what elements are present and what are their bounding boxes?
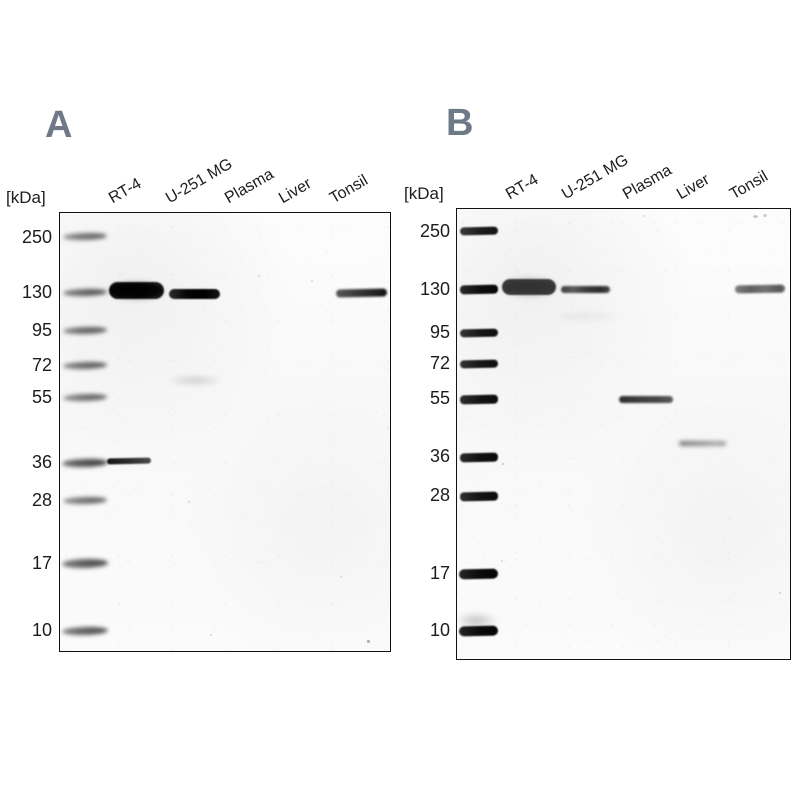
panel-a-mw-label-250: 250 bbox=[21, 227, 52, 247]
panel-a-speck-3 bbox=[367, 640, 370, 643]
panel-a-mw-label-72: 72 bbox=[31, 355, 52, 375]
panel-b-ladder-band-36 bbox=[459, 452, 499, 463]
panel-a-lane-label-rt-4: RT-4 bbox=[106, 175, 145, 208]
panel-b-kda-unit-label: [kDa] bbox=[404, 184, 444, 203]
panel-b-speck-4 bbox=[501, 560, 503, 562]
panel-b-blot-membrane bbox=[456, 208, 791, 660]
panel-b-band-tonsil-130 bbox=[734, 284, 786, 294]
panel-a-band-rt-4-130-halo bbox=[106, 279, 167, 302]
panel-b-lane-label-rt-4: RT-4 bbox=[503, 171, 542, 204]
panel-a-mw-label-17: 17 bbox=[31, 553, 52, 573]
panel-b-band-liver-42 bbox=[679, 441, 726, 446]
panel-b-mw-label-72: 72 bbox=[429, 353, 450, 373]
panel-b-speck-2 bbox=[763, 214, 767, 217]
panel-b-band-u-251-mg-130 bbox=[561, 286, 610, 293]
panel-b-speck-3 bbox=[502, 463, 504, 465]
panel-a-speck-5 bbox=[188, 501, 190, 503]
panel-b-ladder-band-95 bbox=[459, 328, 499, 338]
panel-a-mw-label-36: 36 bbox=[31, 452, 52, 472]
panel-a-band-rt-4-130 bbox=[109, 282, 164, 299]
panel-b-mw-label-28: 28 bbox=[429, 485, 450, 505]
panel-a-lane-label-tonsil: Tonsil bbox=[327, 171, 371, 208]
panel-b-ladder-band-10 bbox=[458, 625, 499, 637]
panel-b-smudge-1 bbox=[561, 314, 616, 319]
panel-a-speck-7 bbox=[340, 576, 342, 578]
panel-b-speck-6 bbox=[779, 592, 781, 594]
panel-b: B [kDa] RT-4 U-251 MG Plasma Liver Tonsi… bbox=[400, 0, 800, 800]
panel-a-band-u-251-mg-60 bbox=[172, 378, 220, 383]
panel-b-ladder-band-250 bbox=[459, 226, 499, 236]
panel-b-mw-label-17: 17 bbox=[429, 563, 450, 583]
panel-a-speck-6 bbox=[210, 634, 212, 636]
panel-b-band-rt-4-130 bbox=[502, 279, 556, 295]
panel-a-mw-label-28: 28 bbox=[31, 490, 52, 510]
panel-b-ladder-band-17 bbox=[458, 568, 499, 580]
panel-a: A [kDa] RT-4 U-251 MG Plasma Liver Tonsi… bbox=[6, 104, 391, 652]
panel-b-ladder-band-55 bbox=[459, 394, 499, 405]
panel-a-kda-unit-label: [kDa] bbox=[6, 188, 46, 207]
panel-a-band-rt-4-36 bbox=[106, 457, 152, 465]
panel-b-lane-label-liver: Liver bbox=[674, 171, 713, 204]
panel-a-speck-1 bbox=[311, 280, 313, 282]
panel-b-band-plasma-55 bbox=[619, 396, 673, 403]
panel-b-mw-label-130: 130 bbox=[419, 279, 450, 299]
panel-b-mw-label-36: 36 bbox=[429, 446, 450, 466]
panel-b-speck-5 bbox=[643, 215, 645, 217]
panel-b-lane-label-u-251-mg: U-251 MG bbox=[559, 151, 632, 204]
panel-a-mw-label-95: 95 bbox=[31, 320, 52, 340]
panel-a-lane-label-liver: Liver bbox=[276, 175, 315, 208]
panel-b-mw-label-250: 250 bbox=[419, 221, 450, 241]
panel-b-lane-label-tonsil: Tonsil bbox=[727, 167, 771, 204]
panel-a-blot-membrane bbox=[59, 212, 391, 652]
panel-b-ladder-smear-10 bbox=[458, 613, 498, 627]
panel-b-mw-label-55: 55 bbox=[429, 388, 450, 408]
panel-b-speck-1 bbox=[753, 215, 758, 218]
panel-b-mw-label-10: 10 bbox=[429, 620, 450, 640]
panel-a-band-tonsil-130 bbox=[335, 288, 388, 298]
panel-b-ladder-band-72 bbox=[459, 359, 499, 369]
panel-b-ladder-band-28 bbox=[459, 491, 499, 502]
panel-a-letter: A bbox=[45, 104, 73, 146]
panel-b-band-rt-4-130-halo bbox=[499, 275, 559, 299]
panel-a-speck-2 bbox=[258, 275, 260, 277]
panel-b-letter: B bbox=[446, 102, 474, 144]
panel-a-mw-label-10: 10 bbox=[31, 620, 52, 640]
panel-a-lane-label-u-251-mg: U-251 MG bbox=[163, 155, 236, 208]
panel-a-blot-grain bbox=[60, 213, 390, 651]
panel-b-ladder-band-130 bbox=[459, 284, 499, 295]
panel-a-mw-label-55: 55 bbox=[31, 387, 52, 407]
panel-a-band-u-251-mg-130 bbox=[169, 289, 220, 299]
panel-b-mw-label-95: 95 bbox=[429, 322, 450, 342]
panel-a-mw-label-130: 130 bbox=[21, 282, 52, 302]
